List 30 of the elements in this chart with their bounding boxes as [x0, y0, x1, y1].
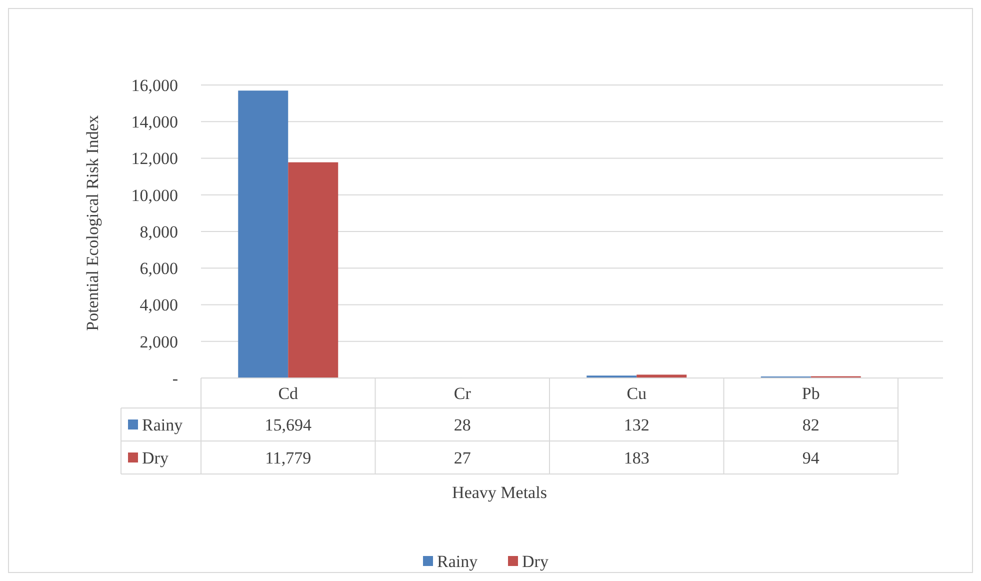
y-tick-label: 12,000	[131, 149, 178, 168]
y-tick-label: 10,000	[131, 186, 178, 205]
y-tick-label: 16,000	[131, 76, 178, 95]
y-tick-label: 8,000	[140, 222, 178, 242]
bar	[288, 162, 338, 378]
x-tick-label: Cu	[626, 384, 648, 403]
data-label: 183	[624, 448, 650, 468]
legend-label: Rainy	[142, 415, 184, 434]
y-tick-label: 2,000	[140, 332, 178, 352]
data-label: 28	[454, 415, 471, 434]
y-tick-label: 4,000	[140, 296, 178, 315]
data-label: 132	[624, 415, 650, 434]
data-label: 27	[454, 448, 472, 468]
y-tick-label: 14,000	[131, 112, 178, 132]
text: Rainy	[437, 552, 478, 571]
x-tick-label: Pb	[802, 384, 820, 403]
y-axis-title: Potential Ecological Risk Index	[83, 114, 102, 331]
data-label: 11,779	[265, 448, 312, 468]
y-tick-label: 6,000	[140, 259, 178, 278]
x-axis-title: Heavy Metals	[452, 483, 547, 502]
x-tick-label: Cd	[278, 384, 299, 403]
y-tick-label: -	[172, 368, 178, 388]
legend-label: Dry	[142, 448, 169, 468]
x-tick-label: Cr	[454, 384, 472, 403]
data-label: 94	[802, 448, 820, 468]
bar	[636, 374, 687, 378]
text: Dry	[522, 552, 548, 571]
data-label: 15,694	[264, 415, 312, 434]
bar	[238, 90, 288, 378]
data-label: 82	[802, 415, 820, 434]
